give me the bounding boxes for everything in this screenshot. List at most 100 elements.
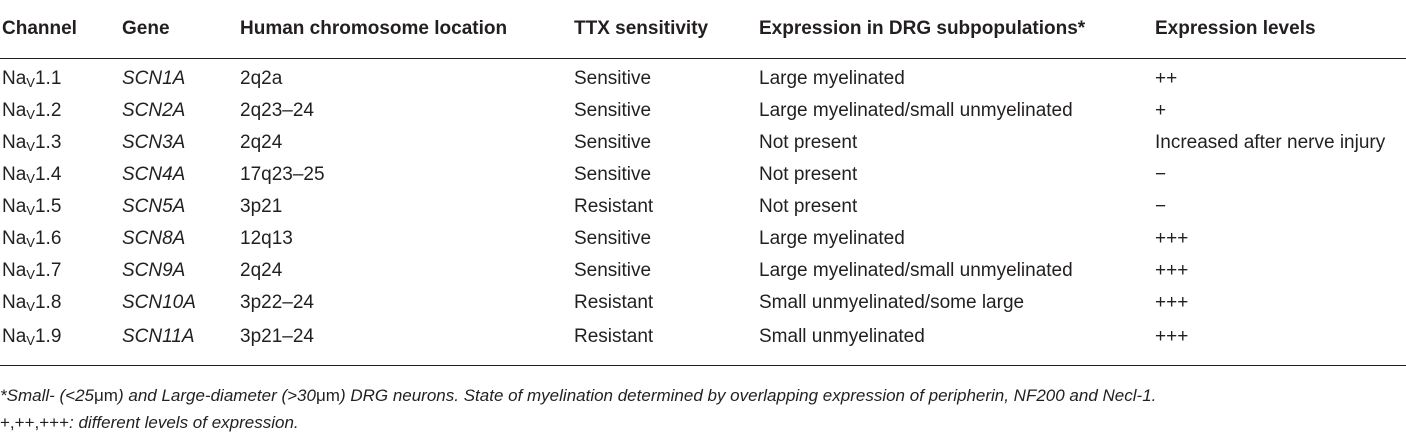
channel-subscript: V	[26, 75, 35, 90]
cell-ttx: Sensitive	[574, 100, 652, 121]
cell-ttx: Sensitive	[574, 260, 652, 281]
channel-number: 1.3	[34, 132, 62, 153]
table-row: NaV1.4 SCN4A 17q23–25 Sensitive Not pres…	[0, 159, 1406, 191]
table-row: NaV1.8 SCN10A 3p22–24 Resistant Small un…	[0, 287, 1406, 319]
cell-channel: NaV1.6	[0, 223, 122, 255]
table-row: NaV1.3 SCN3A 2q24 Sensitive Not present …	[0, 127, 1406, 159]
cell-gene: SCN3A	[122, 132, 186, 153]
footnote-unit: μm	[94, 386, 118, 405]
cell-levels: −	[1155, 196, 1167, 217]
cell-gene: SCN5A	[122, 196, 186, 217]
cell-drg: Small unmyelinated	[759, 326, 925, 347]
footnote-text: ) and Large-diameter (>30	[117, 386, 316, 405]
cell-ttx: Resistant	[574, 196, 654, 217]
header-gene: Gene	[122, 0, 240, 59]
cell-levels: +++	[1155, 292, 1189, 313]
cell-ttx: Sensitive	[574, 132, 652, 153]
cell-gene: SCN9A	[122, 260, 186, 281]
footnote-text: ) DRG neurons. State of myelination dete…	[339, 386, 1157, 405]
table-row: NaV1.9 SCN11A 3p21–24 Resistant Small un…	[0, 319, 1406, 361]
cell-drg: Small unmyelinated/some large	[759, 292, 1025, 313]
cell-location: 12q13	[240, 228, 293, 249]
channel-number: 1.5	[34, 196, 62, 217]
cell-channel: NaV1.5	[0, 191, 122, 223]
table-footnotes: *Small- (<25μm) and Large-diameter (>30μ…	[0, 382, 1406, 436]
cell-gene: SCN1A	[122, 68, 186, 89]
cell-location: 2q24	[240, 260, 283, 281]
cell-levels: +	[1155, 100, 1167, 121]
cell-gene: SCN4A	[122, 164, 186, 185]
table-row: NaV1.6 SCN8A 12q13 Sensitive Large myeli…	[0, 223, 1406, 255]
cell-levels: +++	[1155, 326, 1189, 347]
cell-gene: SCN8A	[122, 228, 186, 249]
channel-prefix: Na	[2, 100, 27, 121]
cell-drg: Large myelinated	[759, 228, 905, 249]
cell-ttx: Resistant	[574, 292, 654, 313]
channel-number: 1.9	[34, 326, 62, 347]
cell-channel: NaV1.9	[0, 319, 122, 361]
cell-channel: NaV1.2	[0, 95, 122, 127]
channel-number: 1.4	[34, 164, 62, 185]
cell-location: 2q24	[240, 132, 283, 153]
cell-levels: Increased after nerve injury	[1155, 132, 1386, 153]
cell-drg: Large myelinated/small unmyelinated	[759, 260, 1073, 281]
cell-drg: Not present	[759, 196, 858, 217]
table-bottom-rule	[0, 365, 1406, 366]
footnote-text: *Small- (<25	[0, 386, 95, 405]
channel-prefix: Na	[2, 292, 27, 313]
table-row: NaV1.1 SCN1A 2q2a Sensitive Large myelin…	[0, 59, 1406, 96]
footnote-symbols: +,++,+++	[0, 413, 70, 432]
channel-prefix: Na	[2, 260, 27, 281]
footnote-text: : different levels of expression.	[69, 413, 299, 432]
footnote-levels: +,++,+++: different levels of expression…	[0, 409, 1406, 436]
table-body: NaV1.1 SCN1A 2q2a Sensitive Large myelin…	[0, 59, 1406, 362]
cell-channel: NaV1.7	[0, 255, 122, 287]
header-channel: Channel	[0, 0, 122, 59]
channel-prefix: Na	[2, 326, 27, 347]
cell-gene: SCN10A	[122, 292, 196, 313]
header-drg-expression: Expression in DRG subpopulations*	[759, 0, 1155, 59]
table-row: NaV1.7 SCN9A 2q24 Sensitive Large myelin…	[0, 255, 1406, 287]
cell-location: 17q23–25	[240, 164, 325, 185]
header-row: Channel Gene Human chromosome location T…	[0, 0, 1406, 59]
cell-levels: −	[1155, 164, 1167, 185]
channel-number: 1.2	[34, 100, 62, 121]
channel-subscript: V	[26, 267, 35, 282]
cell-levels: +++	[1155, 260, 1189, 281]
cell-drg: Not present	[759, 164, 858, 185]
header-expression-levels: Expression levels	[1155, 0, 1406, 59]
footnote-diameter: *Small- (<25μm) and Large-diameter (>30μ…	[0, 382, 1406, 409]
table-row: NaV1.5 SCN5A 3p21 Resistant Not present …	[0, 191, 1406, 223]
cell-ttx: Sensitive	[574, 164, 652, 185]
table-row: NaV1.2 SCN2A 2q23–24 Sensitive Large mye…	[0, 95, 1406, 127]
cell-ttx: Sensitive	[574, 68, 652, 89]
channel-number: 1.7	[34, 260, 62, 281]
cell-gene: SCN2A	[122, 100, 186, 121]
cell-channel: NaV1.8	[0, 287, 122, 319]
channel-subscript: V	[26, 171, 35, 186]
channel-number: 1.1	[34, 68, 62, 89]
channel-prefix: Na	[2, 132, 27, 153]
cell-ttx: Sensitive	[574, 228, 652, 249]
cell-ttx: Resistant	[574, 326, 654, 347]
cell-location: 2q2a	[240, 68, 283, 89]
cell-drg: Large myelinated/small unmyelinated	[759, 100, 1073, 121]
channel-prefix: Na	[2, 228, 27, 249]
channel-subscript: V	[26, 333, 35, 348]
channel-subscript: V	[26, 139, 35, 154]
cell-channel: NaV1.3	[0, 127, 122, 159]
channel-subscript: V	[26, 107, 35, 122]
cell-levels: ++	[1155, 68, 1178, 89]
cell-location: 3p22–24	[240, 292, 314, 313]
channel-number: 1.8	[34, 292, 62, 313]
cell-location: 3p21	[240, 196, 283, 217]
channel-prefix: Na	[2, 68, 27, 89]
header-chromosome-location: Human chromosome location	[240, 0, 574, 59]
data-table-container: Channel Gene Human chromosome location T…	[0, 0, 1406, 362]
cell-channel: NaV1.4	[0, 159, 122, 191]
footnote-unit: μm	[315, 386, 340, 405]
channel-prefix: Na	[2, 164, 27, 185]
cell-location: 3p21–24	[240, 326, 314, 347]
cell-channel: NaV1.1	[0, 59, 122, 96]
channel-subscript: V	[26, 299, 35, 314]
